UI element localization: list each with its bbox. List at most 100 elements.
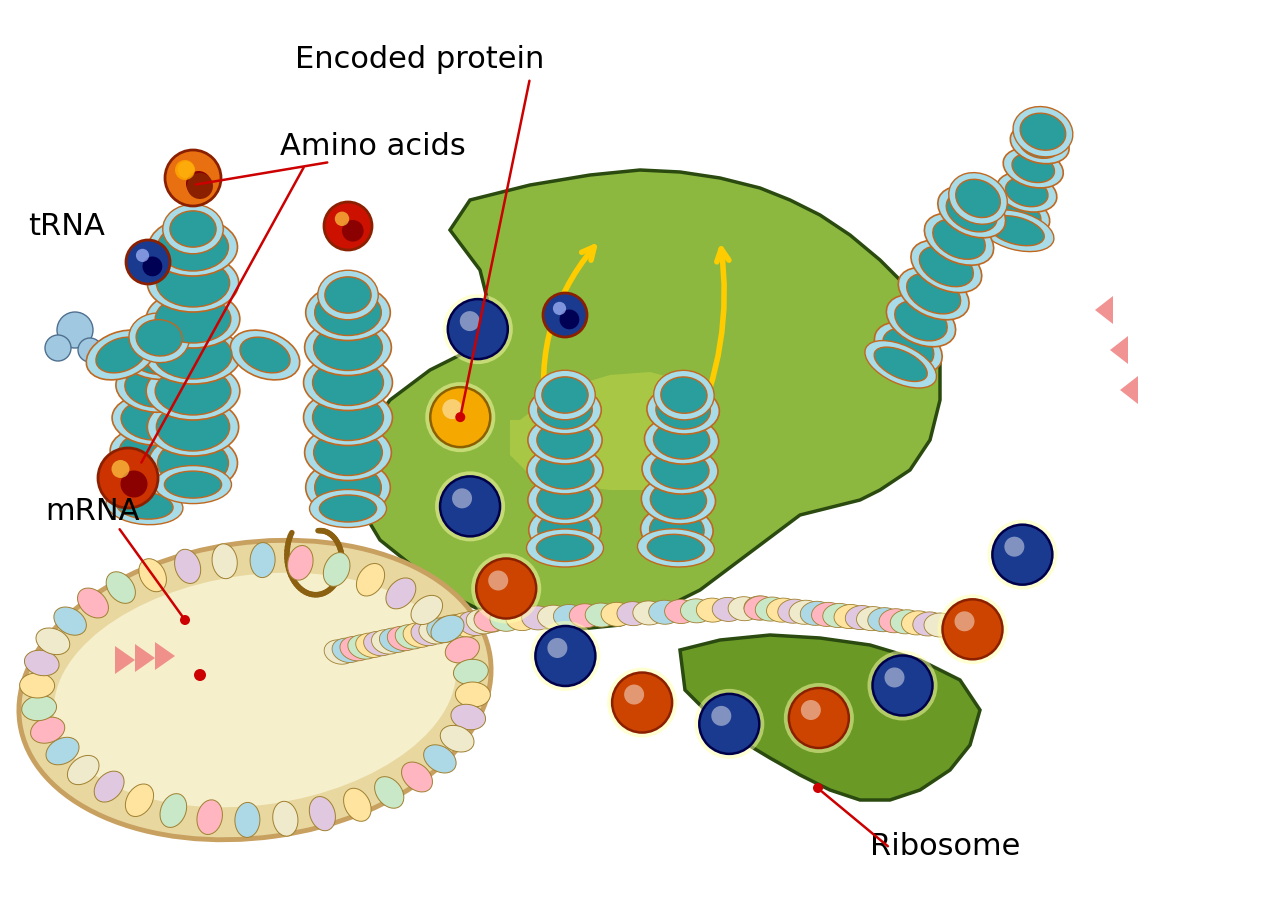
- Ellipse shape: [535, 370, 595, 419]
- Ellipse shape: [538, 511, 593, 549]
- Circle shape: [78, 338, 102, 362]
- Circle shape: [813, 783, 823, 793]
- Circle shape: [180, 615, 189, 625]
- Ellipse shape: [239, 337, 291, 373]
- Ellipse shape: [845, 605, 877, 630]
- Ellipse shape: [348, 635, 380, 659]
- Circle shape: [425, 382, 495, 452]
- Ellipse shape: [148, 218, 238, 276]
- Ellipse shape: [156, 259, 229, 307]
- Ellipse shape: [125, 784, 154, 816]
- Ellipse shape: [654, 421, 709, 459]
- Ellipse shape: [919, 246, 973, 287]
- Ellipse shape: [332, 638, 364, 662]
- Ellipse shape: [617, 602, 649, 626]
- Ellipse shape: [570, 603, 602, 628]
- Ellipse shape: [116, 362, 193, 412]
- Ellipse shape: [402, 762, 433, 792]
- Ellipse shape: [106, 572, 136, 603]
- Ellipse shape: [886, 295, 956, 346]
- Ellipse shape: [387, 578, 416, 609]
- Ellipse shape: [310, 796, 335, 831]
- Ellipse shape: [303, 354, 393, 410]
- Ellipse shape: [911, 240, 982, 292]
- Ellipse shape: [379, 628, 411, 652]
- Ellipse shape: [1012, 153, 1055, 182]
- Ellipse shape: [109, 461, 184, 511]
- Circle shape: [992, 525, 1052, 584]
- Ellipse shape: [506, 606, 538, 630]
- Circle shape: [435, 472, 506, 541]
- Circle shape: [1005, 537, 1024, 557]
- Ellipse shape: [431, 615, 465, 643]
- Ellipse shape: [865, 341, 937, 388]
- Ellipse shape: [303, 390, 393, 446]
- Ellipse shape: [644, 416, 718, 465]
- Ellipse shape: [933, 219, 986, 259]
- Ellipse shape: [979, 210, 1053, 252]
- Ellipse shape: [157, 439, 229, 487]
- Ellipse shape: [129, 313, 189, 363]
- Circle shape: [937, 594, 1007, 664]
- Ellipse shape: [314, 429, 383, 475]
- Ellipse shape: [288, 546, 314, 580]
- Circle shape: [111, 460, 129, 478]
- Ellipse shape: [443, 614, 475, 639]
- Ellipse shape: [744, 596, 776, 620]
- Circle shape: [448, 299, 508, 359]
- Ellipse shape: [317, 271, 379, 319]
- Ellipse shape: [86, 330, 156, 380]
- Ellipse shape: [660, 377, 707, 413]
- Ellipse shape: [988, 216, 1044, 245]
- Ellipse shape: [306, 459, 390, 516]
- Ellipse shape: [997, 172, 1057, 212]
- Ellipse shape: [906, 273, 961, 314]
- Ellipse shape: [529, 386, 602, 434]
- Ellipse shape: [236, 803, 260, 837]
- Ellipse shape: [474, 608, 506, 632]
- Ellipse shape: [305, 425, 392, 481]
- Ellipse shape: [527, 446, 603, 494]
- Ellipse shape: [899, 267, 969, 320]
- Polygon shape: [509, 372, 710, 490]
- Ellipse shape: [411, 621, 443, 646]
- Ellipse shape: [155, 367, 230, 415]
- Polygon shape: [1094, 296, 1114, 324]
- Ellipse shape: [924, 613, 956, 637]
- Ellipse shape: [991, 197, 1050, 236]
- Ellipse shape: [646, 386, 719, 434]
- Ellipse shape: [643, 446, 718, 494]
- Ellipse shape: [212, 544, 237, 579]
- Ellipse shape: [649, 600, 681, 624]
- Ellipse shape: [938, 187, 1006, 238]
- Circle shape: [559, 309, 580, 329]
- Circle shape: [699, 694, 759, 754]
- Ellipse shape: [96, 337, 146, 373]
- Ellipse shape: [585, 603, 617, 627]
- Ellipse shape: [856, 606, 888, 630]
- Ellipse shape: [445, 637, 480, 663]
- Circle shape: [142, 256, 163, 276]
- Text: Ribosome: Ribosome: [870, 832, 1020, 861]
- Polygon shape: [134, 644, 155, 672]
- Ellipse shape: [426, 618, 458, 642]
- Circle shape: [45, 335, 70, 361]
- Ellipse shape: [160, 794, 187, 827]
- Ellipse shape: [78, 588, 109, 618]
- Ellipse shape: [110, 428, 188, 478]
- Ellipse shape: [155, 465, 232, 503]
- Ellipse shape: [396, 625, 428, 649]
- Ellipse shape: [154, 331, 232, 379]
- Circle shape: [625, 685, 644, 704]
- Circle shape: [452, 488, 472, 509]
- Ellipse shape: [456, 682, 490, 707]
- Ellipse shape: [157, 223, 229, 271]
- Circle shape: [430, 387, 490, 447]
- Ellipse shape: [553, 604, 585, 629]
- Ellipse shape: [956, 179, 1001, 217]
- Ellipse shape: [1010, 124, 1069, 163]
- Circle shape: [471, 554, 541, 623]
- Polygon shape: [1110, 336, 1128, 364]
- Circle shape: [612, 673, 672, 732]
- Ellipse shape: [868, 608, 900, 631]
